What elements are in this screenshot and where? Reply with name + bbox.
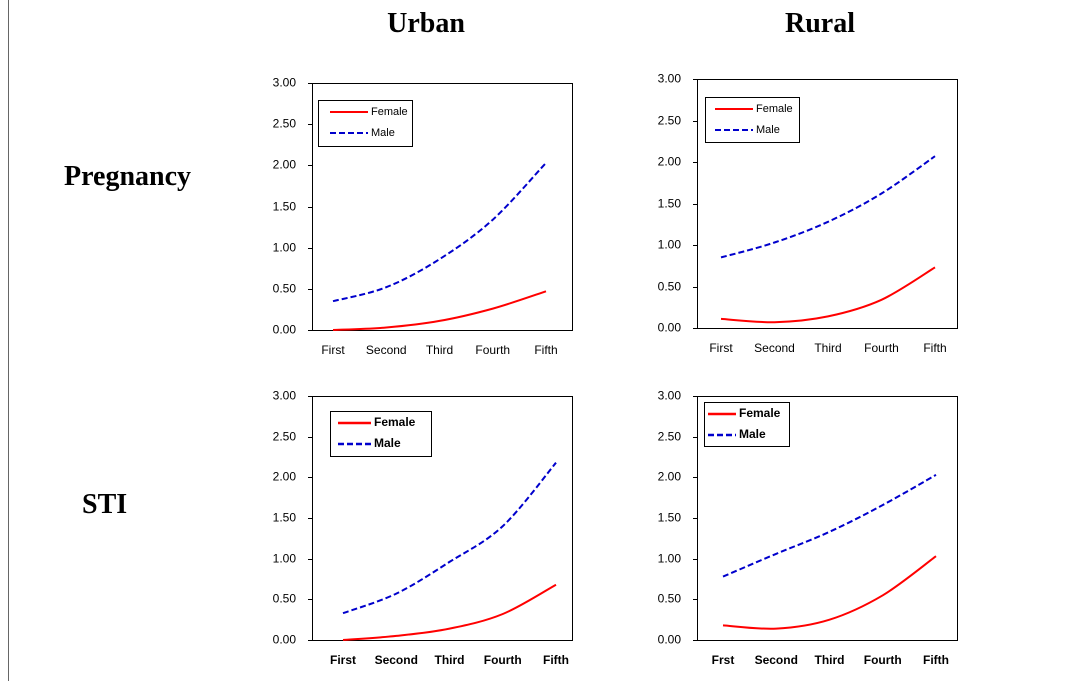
y-tick-label: 0.00: [658, 633, 682, 647]
x-tick-label: Fourth: [864, 653, 902, 667]
legend-box: [705, 97, 800, 143]
legend: Female Male: [318, 100, 413, 147]
y-axis: 0.00 0.50 1.00 1.50 2.00 2.50 3.00: [273, 389, 312, 647]
male-series-line: [342, 462, 557, 615]
y-tick-label: 2.00: [273, 470, 297, 484]
x-tick-label: Fifth: [543, 653, 569, 667]
y-tick-label: 2.00: [658, 470, 682, 484]
male-series-line: [720, 155, 936, 259]
x-tick-label: Fourth: [475, 343, 510, 357]
legend-label-male: Male: [739, 427, 766, 441]
x-tick-label: First: [330, 653, 356, 667]
legend-box: [330, 411, 432, 457]
x-tick-label: Fifth: [923, 341, 946, 355]
y-tick-label: 0.50: [658, 280, 682, 294]
legend-label-female: Female: [739, 406, 781, 420]
x-tick-label: Fifth: [923, 653, 949, 667]
y-tick-label: 1.00: [658, 552, 682, 566]
legend: Female Male: [330, 411, 432, 457]
legend: Female Male: [705, 97, 800, 143]
x-axis: First Second Third Fourth Fifth: [709, 341, 946, 355]
legend-box: [318, 100, 413, 147]
y-tick-label: 0.50: [273, 592, 297, 606]
legend-label-female: Female: [756, 103, 793, 115]
x-tick-label: Second: [366, 343, 407, 357]
y-tick-label: 3.00: [658, 72, 682, 86]
slide-left-border: [8, 0, 9, 681]
legend: Female Male: [704, 402, 790, 447]
y-tick-label: 1.50: [273, 200, 297, 214]
legend-label-female: Female: [374, 415, 416, 429]
y-tick-label: 0.00: [273, 323, 297, 337]
female-series-line: [720, 266, 936, 324]
y-tick-label: 0.00: [273, 633, 297, 647]
legend-label-male: Male: [374, 436, 401, 450]
y-tick-label: 2.00: [658, 155, 682, 169]
y-tick-label: 3.00: [658, 389, 682, 403]
female-series-line: [342, 583, 557, 641]
legend-label-male: Male: [371, 127, 395, 139]
chart-rural-pregnancy: 0.00 0.50 1.00 1.50 2.00 2.50 3.00 First Second T…: [658, 72, 958, 355]
y-tick-label: 0.50: [658, 592, 682, 606]
column-header-urban: Urban: [387, 8, 465, 39]
female-series-line: [332, 290, 547, 331]
chart-rural-sti: 0.00 0.50 1.00 1.50 2.00 2.50 3.00 Frst Second Th…: [658, 389, 958, 667]
x-tick-label: Frst: [712, 653, 735, 667]
y-tick-label: 2.00: [273, 158, 297, 172]
row-header-pregnancy: Pregnancy: [64, 161, 192, 192]
legend-label-female: Female: [371, 106, 408, 118]
chart-urban-pregnancy: 0.00 0.50 1.00 1.50 2.00 2.50 3.00 First Second T…: [273, 76, 573, 357]
y-tick-label: 1.50: [658, 197, 682, 211]
x-tick-label: Third: [815, 653, 845, 667]
y-tick-label: 2.50: [658, 114, 682, 128]
x-tick-label: Third: [426, 343, 453, 357]
x-axis: First Second Third Fourth Fifth: [330, 653, 569, 667]
y-tick-label: 0.00: [658, 321, 682, 335]
x-tick-label: Fourth: [864, 341, 899, 355]
row-header-sti: STI: [82, 489, 128, 520]
x-tick-label: Second: [375, 653, 418, 667]
legend-label-male: Male: [756, 124, 780, 136]
y-tick-label: 1.00: [273, 552, 297, 566]
y-tick-label: 0.50: [273, 282, 297, 296]
y-axis: 0.00 0.50 1.00 1.50 2.00 2.50 3.00: [658, 389, 697, 647]
x-tick-label: First: [709, 341, 733, 355]
y-tick-label: 1.00: [273, 241, 297, 255]
x-axis: Frst Second Third Fourth Fifth: [712, 653, 949, 667]
y-tick-label: 2.50: [658, 430, 682, 444]
legend-box: [704, 402, 790, 447]
y-tick-label: 3.00: [273, 389, 297, 403]
male-series-line: [332, 162, 547, 303]
x-axis: First Second Third Fourth Fifth: [321, 343, 557, 357]
y-axis: 0.00 0.50 1.00 1.50 2.00 2.50 3.00: [658, 72, 697, 335]
y-tick-label: 3.00: [273, 76, 297, 90]
column-header-rural: Rural: [785, 8, 855, 39]
x-tick-label: Third: [814, 341, 841, 355]
y-tick-label: 1.00: [658, 238, 682, 252]
y-tick-label: 2.50: [273, 430, 297, 444]
chart-urban-sti: 0.00 0.50 1.00 1.50 2.00 2.50 3.00 First Second T…: [273, 389, 573, 667]
male-series-line: [722, 474, 937, 578]
y-axis: 0.00 0.50 1.00 1.50 2.00 2.50 3.00: [273, 76, 312, 337]
x-tick-label: Third: [435, 653, 465, 667]
x-tick-label: Fifth: [534, 343, 557, 357]
x-tick-label: Second: [755, 653, 798, 667]
x-tick-label: First: [321, 343, 345, 357]
x-tick-label: Second: [754, 341, 795, 355]
y-tick-label: 2.50: [273, 117, 297, 131]
x-tick-label: Fourth: [484, 653, 522, 667]
y-tick-label: 1.50: [273, 511, 297, 525]
female-series-line: [722, 555, 937, 630]
y-tick-label: 1.50: [658, 511, 682, 525]
